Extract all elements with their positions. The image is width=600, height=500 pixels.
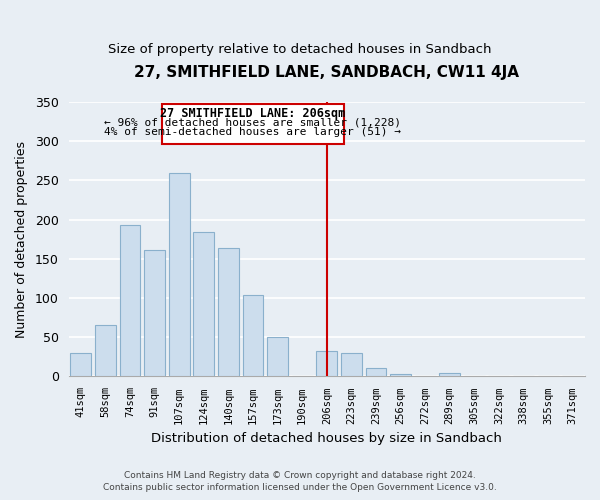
- Bar: [169, 172, 190, 376]
- Bar: [439, 372, 460, 376]
- Text: 27 SMITHFIELD LANE: 206sqm: 27 SMITHFIELD LANE: 206sqm: [160, 108, 346, 120]
- Bar: [390, 374, 411, 376]
- Bar: [365, 368, 386, 376]
- Y-axis label: Number of detached properties: Number of detached properties: [15, 140, 28, 338]
- Bar: [70, 353, 91, 376]
- Text: 4% of semi-detached houses are larger (51) →: 4% of semi-detached houses are larger (5…: [104, 127, 401, 137]
- Text: ← 96% of detached houses are smaller (1,228): ← 96% of detached houses are smaller (1,…: [104, 118, 401, 128]
- Text: Size of property relative to detached houses in Sandbach: Size of property relative to detached ho…: [108, 42, 492, 56]
- Bar: [218, 248, 239, 376]
- Bar: [267, 337, 288, 376]
- Text: Contains HM Land Registry data © Crown copyright and database right 2024.
Contai: Contains HM Land Registry data © Crown c…: [103, 471, 497, 492]
- Bar: [144, 250, 165, 376]
- Bar: [316, 350, 337, 376]
- Bar: [95, 326, 116, 376]
- Title: 27, SMITHFIELD LANE, SANDBACH, CW11 4JA: 27, SMITHFIELD LANE, SANDBACH, CW11 4JA: [134, 65, 519, 80]
- Bar: [193, 232, 214, 376]
- FancyBboxPatch shape: [162, 104, 344, 144]
- X-axis label: Distribution of detached houses by size in Sandbach: Distribution of detached houses by size …: [151, 432, 502, 445]
- Bar: [341, 353, 362, 376]
- Bar: [242, 295, 263, 376]
- Bar: [119, 225, 140, 376]
